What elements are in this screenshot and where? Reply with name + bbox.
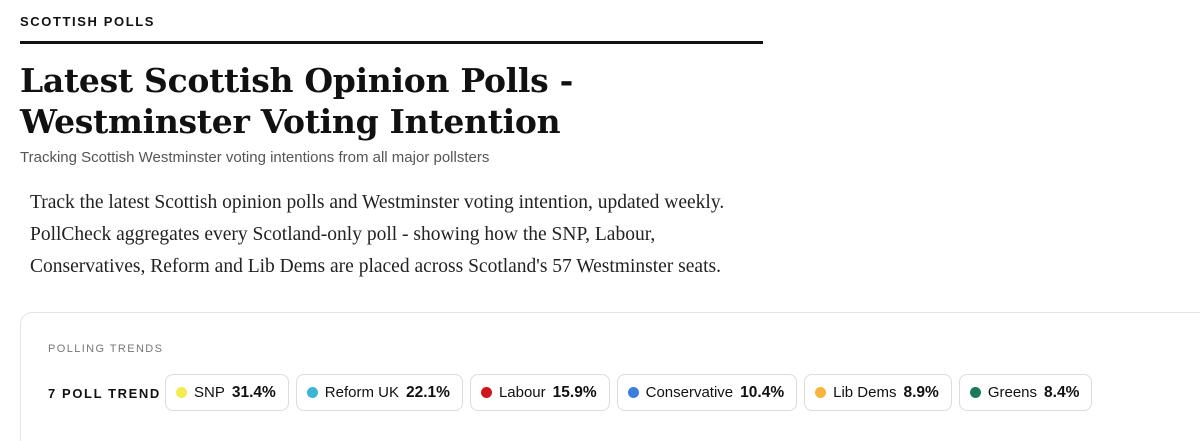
party-share: 10.4% bbox=[740, 383, 785, 401]
trend-label: 7 POLL TREND bbox=[48, 386, 161, 401]
party-share: 8.9% bbox=[903, 383, 939, 401]
party-share: 22.1% bbox=[405, 383, 450, 401]
polling-panel: POLLING TRENDS 7 POLL TREND SNP 31.4% Refo… bbox=[20, 312, 1200, 441]
party-pill: Labour 15.9% bbox=[469, 374, 610, 411]
party-pill: Lib Dems 8.9% bbox=[804, 374, 952, 411]
panel-label: POLLING TRENDS bbox=[48, 343, 164, 355]
page-title: Latest Scottish Opinion Polls - Westmins… bbox=[20, 61, 574, 141]
subtitle: Tracking Scottish Westminster voting int… bbox=[20, 149, 490, 166]
party-dot bbox=[176, 387, 187, 398]
party-dot bbox=[480, 387, 492, 398]
party-name: Conservative bbox=[645, 384, 734, 401]
party-name: Greens bbox=[987, 384, 1038, 401]
party-dot bbox=[306, 387, 318, 398]
party-pill: Reform UK 22.1% bbox=[295, 374, 463, 411]
party-share: 8.4% bbox=[1044, 383, 1080, 401]
party-pill: SNP 31.4% bbox=[165, 374, 289, 411]
party-share: 15.9% bbox=[552, 383, 597, 401]
party-name: Labour bbox=[498, 384, 546, 401]
party-dot bbox=[969, 387, 981, 398]
party-name: SNP bbox=[194, 384, 225, 401]
party-dot bbox=[815, 387, 827, 398]
party-pill: Conservative 10.4% bbox=[616, 374, 798, 411]
party-name: Reform UK bbox=[324, 384, 399, 401]
party-dot bbox=[627, 387, 639, 398]
intro-text: Track the latest Scottish opinion polls … bbox=[30, 192, 725, 277]
party-share: 31.4% bbox=[231, 383, 276, 401]
party-pill: Greens 8.4% bbox=[958, 374, 1093, 411]
party-name: Lib Dems bbox=[833, 384, 897, 401]
party-list: SNP 31.4% Reform UK 22.1% Labour 15.9% Conserv… bbox=[165, 374, 1093, 411]
section-label: SCOTTISH POLLS bbox=[20, 14, 156, 29]
divider bbox=[20, 41, 763, 44]
